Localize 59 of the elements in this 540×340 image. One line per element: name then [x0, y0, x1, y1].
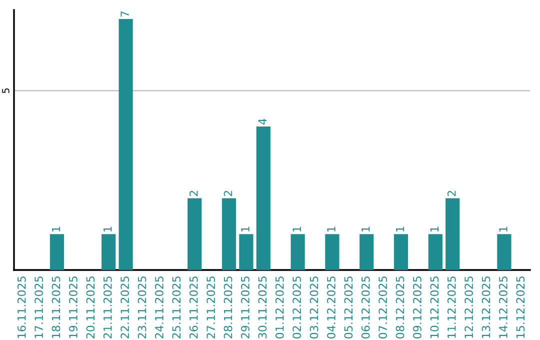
data-label: 7 [120, 11, 129, 17]
x-tick-label: 22.11.2025 [120, 276, 130, 338]
bar [256, 126, 270, 270]
data-label: 1 [292, 226, 301, 232]
data-label: 1 [52, 226, 60, 232]
data-label: 1 [104, 226, 112, 232]
x-tick-label: 01.12.2025 [275, 276, 284, 338]
data-label: 1 [362, 226, 370, 232]
x-tick-label: 15.12.2025 [516, 276, 525, 338]
x-tick-label: 12.12.2025 [464, 276, 474, 338]
bar [497, 234, 512, 270]
x-tick-label: 24.11.2025 [155, 276, 164, 338]
bar [446, 198, 460, 270]
x-tick-label: 16.11.2025 [17, 276, 26, 338]
x-tick-label: 10.12.2025 [430, 276, 439, 338]
x-tick-label: 13.12.2025 [482, 276, 490, 338]
data-label: 1 [241, 226, 250, 232]
x-tick-label: 04.12.2025 [327, 276, 336, 338]
y-tick-label: 5 [2, 88, 10, 94]
data-label: 2 [447, 190, 456, 196]
x-tick-label: 28.11.2025 [224, 276, 232, 338]
bar [325, 234, 340, 270]
x-tick-label: 18.11.2025 [52, 276, 60, 338]
data-label: 4 [258, 118, 266, 125]
bar [102, 234, 116, 270]
data-label: 2 [189, 190, 198, 196]
x-tick-label: 02.12.2025 [292, 276, 302, 338]
x-tick-label: 09.12.2025 [413, 276, 422, 338]
bar [118, 18, 133, 270]
x-tick-label: 17.11.2025 [34, 276, 44, 338]
bar [188, 198, 202, 270]
data-label: 1 [430, 226, 438, 232]
x-tick-label: 26.11.2025 [189, 276, 198, 338]
bar [290, 234, 305, 270]
x-tick-label: 27.11.2025 [206, 276, 216, 338]
x-tick-label: 20.11.2025 [86, 276, 95, 338]
bar [428, 234, 442, 270]
x-tick-label: 14.12.2025 [499, 276, 508, 338]
x-tick-label: 11.12.2025 [447, 276, 456, 338]
x-tick-label: 29.11.2025 [241, 276, 250, 338]
x-tick-label: 30.11.2025 [258, 276, 267, 338]
x-tick-label: 19.11.2025 [69, 276, 78, 338]
x-tick-label: 03.12.2025 [310, 276, 318, 338]
bar [239, 234, 254, 270]
x-tick-label: 06.12.2025 [361, 276, 370, 338]
x-tick-label: 07.12.2025 [378, 276, 388, 338]
bar [360, 234, 374, 270]
bar [50, 234, 64, 270]
bar [394, 234, 408, 270]
x-tick-label: 25.11.2025 [172, 276, 181, 338]
x-tick-label: 08.12.2025 [396, 276, 404, 338]
data-label: 1 [396, 226, 404, 232]
x-tick-label: 23.11.2025 [138, 276, 146, 338]
data-label: 1 [499, 226, 508, 232]
bar [222, 198, 236, 270]
data-label: 2 [224, 190, 232, 196]
data-label: 1 [327, 226, 336, 232]
x-tick-label: 05.12.2025 [344, 276, 353, 338]
x-tick-label: 21.11.2025 [103, 276, 112, 338]
